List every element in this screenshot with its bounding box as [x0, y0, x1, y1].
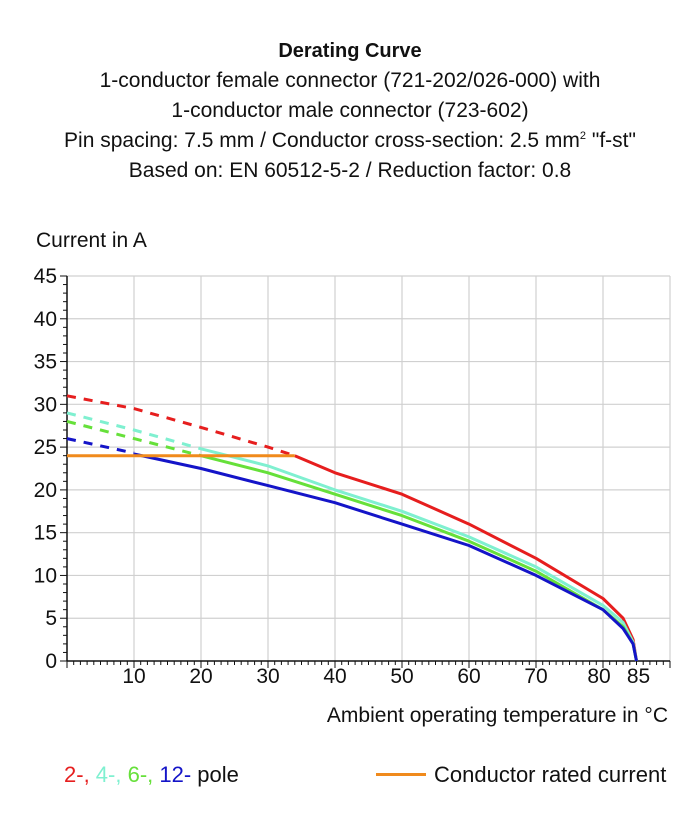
y-tick-label: 40: [34, 308, 57, 331]
series-6-pole-dashed: [66, 419, 202, 458]
rated-current-label: Conductor rated current: [434, 762, 667, 787]
x-tick-label: 80: [587, 665, 610, 688]
y-tick-label: 10: [34, 564, 57, 587]
y-tick-label: 0: [45, 650, 57, 673]
y-tick-label: 30: [34, 393, 57, 416]
label-layer: 0 5 10 15 20 25 30 35 40 45 10 20 30 40 50 60 70 80 85: [34, 265, 651, 688]
legend-6-pole: 6-: [127, 762, 148, 787]
chart-title-block: Derating Curve 1-conductor female connec…: [0, 36, 700, 186]
y-axis-label: Current in A: [36, 229, 147, 252]
y-tick-label: 25: [34, 436, 57, 459]
rated-current-swatch: [376, 772, 426, 776]
legend-sep: ,: [83, 762, 96, 787]
squared-superscript: 2: [579, 130, 587, 142]
legend-2-pole: 2-: [64, 762, 84, 787]
legend-sep: ,: [147, 762, 160, 787]
y-tick-label: 5: [45, 607, 57, 630]
pole-legend: 2-, 4-, 6-, 12- pole: [64, 762, 239, 788]
x-tick-label: 40: [323, 665, 346, 688]
chart-subtitle-3-tail: "f-st": [586, 129, 636, 152]
series-4-pole-dashed: [66, 411, 202, 451]
x-tick-label: 50: [390, 665, 413, 688]
y-tick-label: 15: [34, 522, 57, 545]
series-layer: [66, 394, 638, 662]
chart-subtitle-2: 1-conductor male connector (723-602): [171, 99, 529, 122]
x-tick-label: 70: [524, 665, 547, 688]
chart-subtitle-4: Based on: EN 60512-5-2 / Reduction facto…: [128, 159, 572, 182]
chart-title: Derating Curve: [278, 40, 422, 62]
legend-4-pole: 4-: [95, 762, 116, 787]
series-2-pole-line: [294, 454, 638, 662]
y-tick-label: 35: [34, 351, 57, 374]
y-tick-label: 45: [34, 265, 57, 288]
x-tick-label: 10: [122, 665, 145, 688]
chart-subtitle-1: 1-conductor female connector (721-202/02…: [99, 69, 601, 92]
legend-pole-word: pole: [191, 762, 239, 787]
series-12-pole-line: [133, 452, 638, 662]
legend-sep: ,: [115, 762, 128, 787]
legend-12-pole: 12-: [159, 762, 192, 787]
series-2-pole-dashed: [66, 394, 296, 458]
y-tick-label: 20: [34, 479, 57, 502]
x-tick-label: 20: [189, 665, 212, 688]
grid-layer: [67, 275, 671, 661]
chart-subtitle-3-text: Pin spacing: 7.5 mm / Conductor cross-se…: [64, 129, 580, 152]
x-tick-label: 30: [256, 665, 279, 688]
chart-subtitle-3: Pin spacing: 7.5 mm / Conductor cross-se…: [0, 126, 700, 156]
x-axis-label: Ambient operating temperature in °C: [327, 704, 668, 727]
rated-current-legend: Conductor rated current: [376, 762, 666, 788]
series-4-pole-line: [200, 447, 638, 662]
axis-layer: [60, 275, 671, 668]
x-tick-label: 60: [457, 665, 480, 688]
series-12-pole-dashed: [66, 437, 135, 455]
x-tick-label: 85: [627, 665, 650, 688]
